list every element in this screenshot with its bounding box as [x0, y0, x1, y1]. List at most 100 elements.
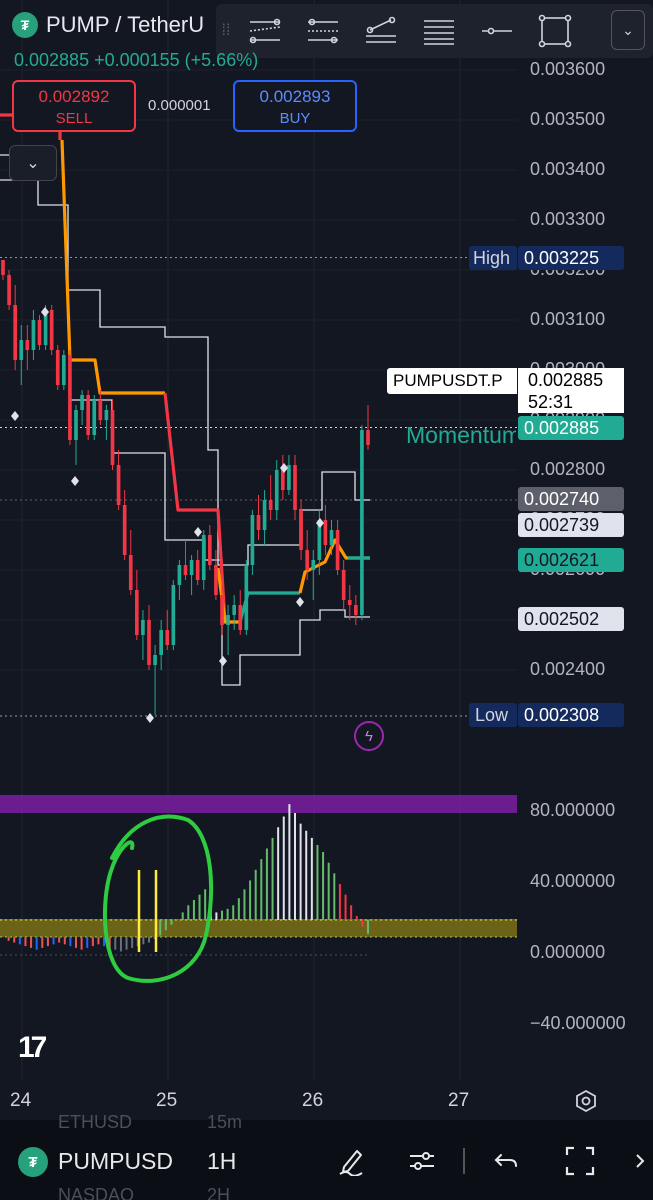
sell-button[interactable]: 0.002892 SELL	[12, 80, 136, 132]
toolbar-more-button[interactable]: ⌄	[611, 10, 645, 50]
price-change: 0.002885 +0.000155 (+5.66%)	[14, 50, 259, 70]
momentum-label: Momentum	[406, 422, 516, 448]
swing-marker	[71, 476, 79, 486]
last-price: 0.002885	[528, 370, 604, 390]
interval-selector[interactable]: 1H	[207, 1148, 237, 1174]
oscillator-axis-label: −40.000000	[530, 1013, 626, 1033]
trend-line-1	[60, 139, 165, 395]
overbought-band	[0, 795, 517, 813]
candle-body	[244, 565, 249, 630]
candle-body	[43, 310, 48, 345]
settings-icon[interactable]	[574, 1089, 598, 1113]
candle-body	[92, 400, 97, 435]
candle-body	[305, 550, 309, 570]
candle-body	[360, 430, 364, 615]
candle-body	[25, 340, 30, 350]
regression-icon[interactable]	[294, 8, 352, 54]
candle-body	[13, 305, 17, 360]
level-tag-2: 0.002739	[518, 513, 624, 537]
candle-body	[7, 275, 11, 305]
candle-body	[311, 560, 316, 570]
swing-marker	[219, 656, 227, 666]
rectangle-icon[interactable]	[526, 8, 584, 54]
lightning-icon[interactable]: ϟ	[354, 721, 384, 751]
more-chevron-icon[interactable]	[622, 1142, 653, 1180]
time-label-25: 25	[156, 1090, 178, 1111]
candle-body	[159, 630, 163, 655]
toolbar-grip-icon[interactable]: ⁞⁞	[221, 22, 231, 39]
level-tag-1: 0.002740	[518, 487, 624, 511]
path-icon[interactable]	[352, 8, 410, 54]
candle-body	[354, 605, 358, 615]
buy-price: 0.002893	[259, 87, 331, 106]
candle-body	[256, 515, 261, 530]
drawing-toolbar: ⁞⁞ ⌄	[216, 4, 653, 58]
price-axis-label: 0.002800	[530, 459, 606, 479]
candle-body	[80, 395, 84, 410]
price-axis-label: 0.003600	[530, 59, 606, 79]
candle-body	[122, 505, 127, 555]
lines-icon[interactable]	[410, 8, 468, 54]
candle-body	[55, 350, 60, 385]
swing-marker	[280, 463, 288, 473]
candle-body	[74, 410, 78, 440]
candle-body	[62, 355, 66, 385]
oscillator-axis-label: 0.000000	[530, 942, 606, 962]
toolbar-divider	[463, 1148, 465, 1174]
pen-icon[interactable]	[332, 1142, 370, 1180]
tether-logo-icon: ₮	[12, 12, 38, 38]
pitchfork-icon[interactable]	[236, 8, 294, 54]
candle-body	[195, 560, 200, 580]
trend-line-3	[216, 567, 240, 624]
candle-body	[165, 630, 170, 645]
buy-button[interactable]: 0.002893 BUY	[233, 80, 357, 132]
trend-line-5	[298, 538, 370, 594]
oversold-zone	[0, 919, 517, 937]
symbol-title[interactable]: PUMP / TetherU	[46, 12, 205, 37]
sell-price: 0.002892	[38, 87, 110, 106]
candle-body	[250, 515, 255, 565]
horizontal-ray-icon[interactable]	[468, 8, 526, 54]
candle-body	[49, 310, 54, 350]
undo-icon[interactable]	[487, 1142, 525, 1180]
collapse-chevron-icon[interactable]: ⌄	[9, 145, 57, 181]
candle-body	[19, 340, 24, 360]
tradingview-logo[interactable]: 17	[18, 1031, 47, 1064]
swing-marker	[11, 411, 19, 421]
time-label-24: 24	[10, 1090, 32, 1111]
candle-body	[274, 470, 279, 510]
candle-body	[214, 565, 218, 595]
candle-body	[220, 595, 224, 625]
symbol-selector[interactable]: PUMPUSD	[58, 1148, 174, 1174]
low-label: Low	[469, 703, 517, 727]
time-label-27: 27	[448, 1090, 470, 1111]
fullscreen-icon[interactable]	[561, 1142, 599, 1180]
spread-value: 0.000001	[148, 97, 211, 114]
candle-body	[1, 260, 5, 275]
candle-body	[31, 320, 36, 350]
candle-body	[287, 465, 291, 490]
ghost-symbol-bottom: NASDAQ	[58, 1185, 135, 1200]
header: ₮ PUMP / TetherU ⁞⁞ ⌄	[0, 0, 653, 58]
candle-body	[68, 355, 72, 440]
candle-body	[147, 620, 151, 665]
bottom-toolbar	[0, 1120, 653, 1200]
candle-body	[293, 465, 297, 510]
price-axis-label: 0.003500	[530, 109, 606, 129]
oscillator-axis-label: 40.000000	[530, 871, 616, 891]
candle-body	[335, 530, 340, 570]
level-tag-4: 0.002502	[518, 607, 624, 631]
buy-label: BUY	[279, 110, 311, 127]
symbol-tag: PUMPUSDT.P	[387, 368, 517, 394]
candle-body	[128, 555, 133, 590]
candle-body	[323, 520, 328, 545]
candle-body	[189, 560, 194, 575]
price-axis-label: 0.003300	[530, 209, 606, 229]
candle-body	[341, 570, 346, 600]
price-axis-label: 0.002400	[530, 659, 606, 679]
candle-body	[171, 585, 176, 645]
ghost-interval-bottom: 2H	[207, 1185, 231, 1200]
indicators-icon[interactable]	[403, 1142, 441, 1180]
oscillator-axis-label: 80.000000	[530, 800, 616, 820]
trend-line-4	[238, 591, 300, 623]
